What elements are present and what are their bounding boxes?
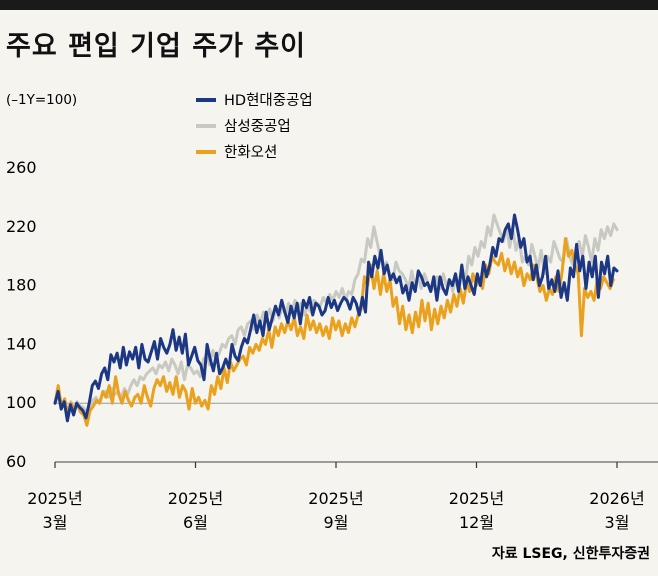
legend-item-samsung-heavy: 삼성중공업 [224, 118, 291, 135]
chart-title: 주요 편입 기업 주가 추이 [6, 31, 306, 62]
x-axis-ticks: 2025년 3월 2025년 6월 2025년 9월 2025년 12월 2026년 3월 [27, 462, 645, 532]
y-tick-label: 140 [6, 334, 37, 353]
y-tick-label: 220 [6, 217, 37, 236]
y-axis-ticks: 60 100 140 180 220 260 [6, 158, 37, 471]
top-bar [0, 0, 658, 10]
source-note: 자료 LSEG, 신한투자증권 [492, 546, 650, 562]
x-tick-label-month: 12월 [459, 513, 494, 532]
x-tick-label-month: 3월 [43, 513, 68, 532]
x-tick-label-month: 9월 [324, 513, 349, 532]
x-tick-label-month: 6월 [183, 513, 208, 532]
legend-item-hanwha-ocean: 한화오션 [224, 144, 277, 161]
x-tick-label-year: 2025년 [27, 489, 82, 508]
series-line-samsung-heavy [53, 213, 619, 414]
x-tick-label-year: 2025년 [449, 489, 504, 508]
y-tick-label: 260 [6, 158, 37, 177]
series-lines [53, 213, 619, 427]
y-axis-unit-label: (–1Y=100) [6, 92, 77, 108]
x-tick-label-year: 2026년 [589, 489, 644, 508]
y-tick-label: 180 [6, 276, 37, 295]
series-line-hanwha-ocean [53, 237, 615, 427]
x-tick-label-year: 2025년 [308, 489, 363, 508]
grid-lines [55, 402, 658, 463]
legend-item-hd-hyundai-heavy: HD현대중공업 [224, 92, 313, 109]
y-tick-label: 100 [6, 393, 37, 412]
x-tick-label-month: 3월 [605, 513, 630, 532]
series-line-hd-hyundai-heavy [53, 213, 619, 423]
x-tick-label-year: 2025년 [168, 489, 223, 508]
y-tick-label: 60 [6, 452, 26, 471]
